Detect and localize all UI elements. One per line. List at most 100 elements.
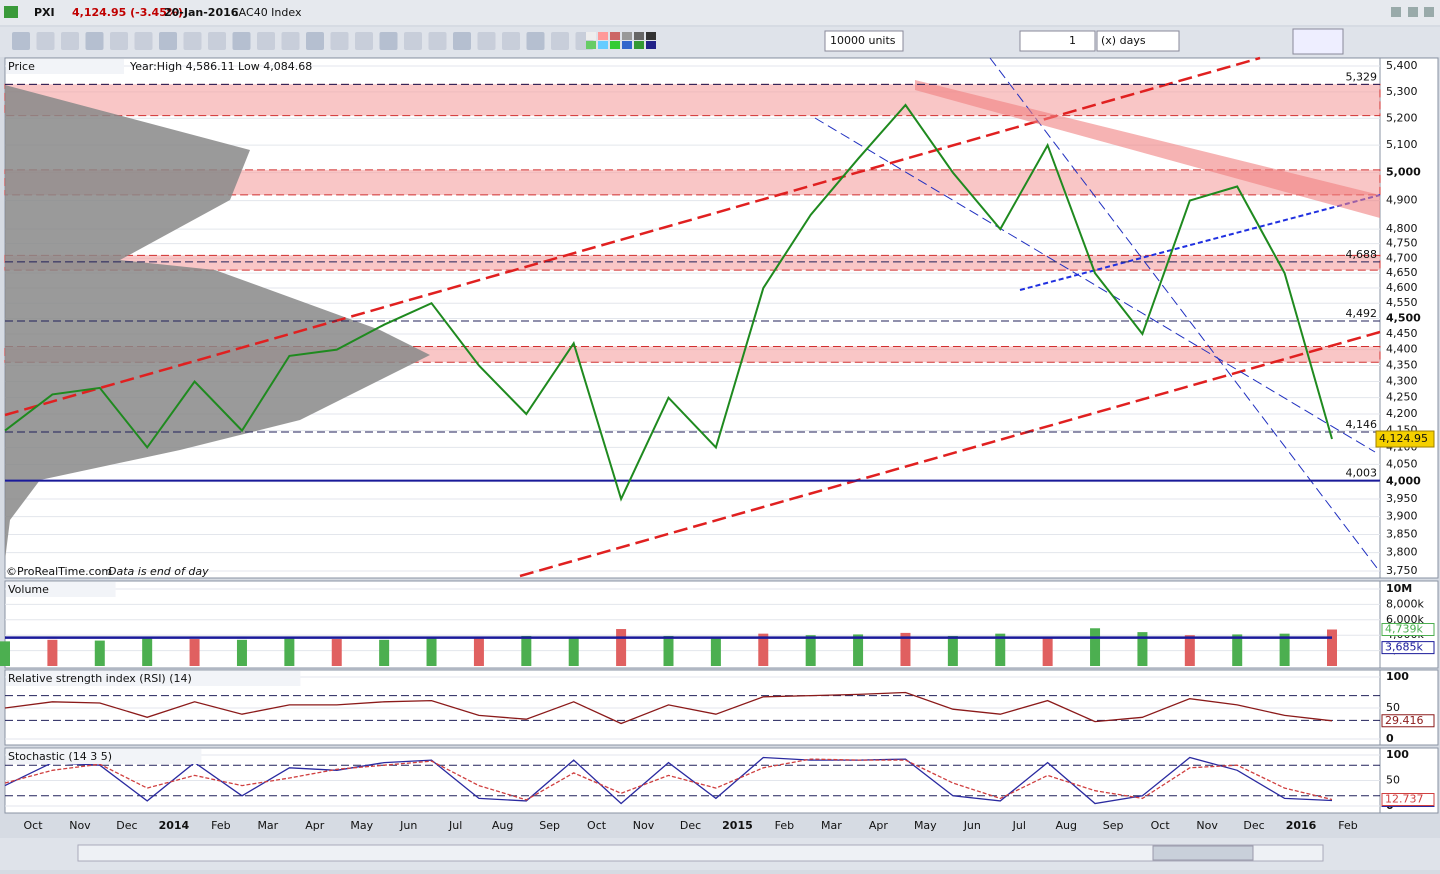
tool-button[interactable] (526, 32, 545, 50)
y-tick-label: 5,300 (1386, 85, 1418, 98)
volume-bar (0, 641, 10, 666)
y-tick-label: 4,050 (1386, 457, 1418, 470)
tool-button[interactable] (61, 32, 79, 50)
volume-bar (521, 635, 532, 666)
units-select[interactable] (824, 30, 904, 52)
y-tick-label: 5,400 (1386, 59, 1418, 72)
scroll-thumb[interactable] (1152, 845, 1254, 861)
y-tick-label: 4,500 (1386, 312, 1421, 325)
minimize-button[interactable] (1391, 7, 1401, 17)
chart-type-button[interactable] (1292, 28, 1344, 55)
axis-area (1379, 669, 1439, 746)
close-button[interactable] (1424, 7, 1434, 17)
y-tick-label: 5,100 (1386, 138, 1418, 151)
tool-button[interactable] (404, 32, 422, 50)
volume-bar (758, 633, 769, 666)
tool-button[interactable] (134, 32, 153, 50)
volume-bar (379, 639, 390, 666)
tool-button[interactable] (110, 32, 128, 50)
tool-button[interactable] (306, 32, 324, 50)
y-tick-label: 10M (1386, 582, 1412, 595)
color-swatch[interactable] (634, 41, 644, 49)
y-tick-label: 3,850 (1386, 528, 1418, 541)
scrollbar[interactable] (77, 844, 1324, 862)
tool-button[interactable] (453, 32, 471, 50)
panel-title: Relative strength index (RSI) (14) (8, 672, 192, 685)
date: 20-Jan-2016 (164, 6, 239, 19)
x-tick-label: Aug (1055, 819, 1076, 832)
zone (4, 83, 1381, 117)
period-text: 1 (1069, 34, 1076, 47)
tool-button[interactable] (428, 32, 447, 50)
period-unit-select[interactable] (1096, 30, 1180, 52)
channel-line (1019, 194, 1381, 291)
panel-subtitle: Year:High 4,586.11 Low 4,084.68 (129, 60, 312, 73)
restore-button[interactable] (1408, 7, 1418, 17)
color-swatch[interactable] (586, 32, 596, 40)
x-tick-label: May (914, 819, 937, 832)
value-tag-label: 12.737 (1385, 793, 1424, 806)
wedge (915, 80, 1380, 218)
tool-button[interactable] (551, 32, 569, 50)
panel-title-bg (6, 749, 202, 764)
series-line (4, 103, 1333, 502)
period-unit-text: (x) days (1101, 34, 1146, 47)
volume-bar (47, 639, 58, 666)
y-tick-label: 4,000 (1386, 475, 1421, 488)
tool-button[interactable] (36, 32, 55, 50)
tool-button[interactable] (183, 32, 202, 50)
volume-bar (805, 635, 816, 666)
x-tick-label: Jun (399, 819, 417, 832)
volume-bar (473, 638, 484, 666)
x-tick-label: Jul (1012, 819, 1026, 832)
tool-button[interactable] (477, 32, 496, 50)
y-tick-label: 4,300 (1386, 374, 1418, 387)
color-swatch[interactable] (634, 32, 644, 40)
color-swatch[interactable] (646, 41, 656, 49)
tool-button[interactable] (502, 32, 520, 50)
color-swatch[interactable] (646, 32, 656, 40)
color-swatch[interactable] (598, 41, 608, 49)
panel-title-bg (6, 59, 124, 74)
tool-button[interactable] (379, 32, 398, 50)
level-label: 4,492 (1346, 307, 1378, 320)
level-label: 4,688 (1346, 248, 1378, 261)
tool-button[interactable] (355, 32, 373, 50)
y-tick-label: 4,750 (1386, 237, 1418, 250)
tool-button[interactable] (257, 32, 275, 50)
data-note: Data is end of day (108, 565, 209, 578)
y-tick-label: 6,000k (1386, 613, 1424, 626)
copyright: ©ProRealTime.com (6, 565, 112, 578)
last-price-label: 4,124.95 (1379, 432, 1428, 445)
x-tick-label: Jul (448, 819, 462, 832)
tool-button[interactable] (208, 32, 226, 50)
x-tick-label: Oct (587, 819, 607, 832)
y-tick-label: 0 (1386, 732, 1394, 745)
color-swatch[interactable] (610, 32, 620, 40)
color-swatch[interactable] (586, 41, 596, 49)
tool-button[interactable] (12, 32, 30, 50)
volume-bar (331, 639, 342, 666)
color-swatch[interactable] (610, 41, 620, 49)
tool-button[interactable] (85, 32, 104, 50)
color-swatch[interactable] (622, 41, 632, 49)
y-tick-label: 4,350 (1386, 358, 1418, 371)
tool-button[interactable] (232, 32, 251, 50)
tool-button[interactable] (159, 32, 177, 50)
series-line (4, 758, 1333, 801)
y-tick-label: 4,550 (1386, 296, 1418, 309)
period-input[interactable] (1019, 30, 1096, 52)
title-bar (0, 0, 1440, 25)
color-swatch[interactable] (598, 32, 608, 40)
x-tick-label: Apr (305, 819, 325, 832)
y-tick-label: 4,200 (1386, 407, 1418, 420)
y-tick-label: 3,750 (1386, 564, 1418, 577)
color-swatch[interactable] (622, 32, 632, 40)
tool-button[interactable] (281, 32, 300, 50)
channel-line (814, 117, 1376, 453)
panel-title-bg (6, 671, 301, 686)
x-tick-label: Jun (963, 819, 981, 832)
tool-button[interactable] (330, 32, 349, 50)
channel-line (989, 57, 1381, 573)
y-tick-label: 4,450 (1386, 327, 1418, 340)
